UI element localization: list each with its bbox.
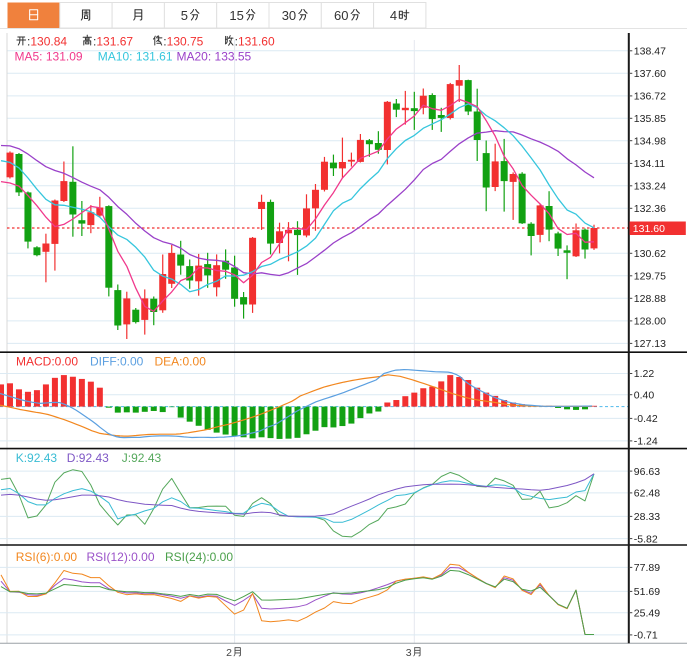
svg-text:5: 5 [181,8,188,23]
svg-text:62.48: 62.48 [634,488,660,500]
svg-text:MACD:0.00: MACD:0.00 [16,355,78,369]
svg-text:-5.82: -5.82 [634,533,658,545]
svg-text:127.13: 127.13 [634,338,666,350]
svg-text:D:92.43: D:92.43 [67,451,109,465]
svg-text:DIFF:0.00: DIFF:0.00 [90,355,144,369]
svg-text:128.88: 128.88 [634,293,666,305]
svg-text:131.60: 131.60 [633,223,665,235]
svg-text:3: 3 [406,647,412,659]
svg-text:135.85: 135.85 [634,113,666,125]
svg-text:15: 15 [229,8,243,23]
svg-text::131.67: :131.67 [93,35,133,49]
svg-text:RSI(12):0.00: RSI(12):0.00 [87,550,155,564]
svg-text:51.69: 51.69 [634,586,660,598]
svg-text:4: 4 [390,8,397,23]
svg-text:K:92.43: K:92.43 [16,451,58,465]
svg-text:134.98: 134.98 [634,135,666,147]
svg-text::130.75: :130.75 [163,35,203,49]
svg-text:130.62: 130.62 [634,248,666,260]
svg-text:1.22: 1.22 [634,368,655,380]
svg-text:0.40: 0.40 [634,389,655,401]
svg-text:136.72: 136.72 [634,91,666,103]
svg-text:128.00: 128.00 [634,316,666,328]
svg-text:RSI(24):0.00: RSI(24):0.00 [165,550,233,564]
svg-text:MA10: 131.61: MA10: 131.61 [98,50,173,64]
svg-text:-0.42: -0.42 [634,413,658,425]
svg-text:MA20: 133.55: MA20: 133.55 [177,50,252,64]
svg-text:RSI(6):0.00: RSI(6):0.00 [16,550,78,564]
svg-text:MA5: 131.09: MA5: 131.09 [15,50,83,64]
svg-text:134.11: 134.11 [634,158,665,170]
svg-text:138.47: 138.47 [634,46,666,58]
svg-text:133.24: 133.24 [634,181,666,193]
svg-text:-1.24: -1.24 [634,436,658,448]
svg-text:DEA:0.00: DEA:0.00 [155,355,207,369]
svg-text:28.33: 28.33 [634,511,660,523]
svg-text:J:92.43: J:92.43 [122,451,162,465]
svg-text:2: 2 [226,647,232,659]
svg-text:137.60: 137.60 [634,68,666,80]
svg-text:96.63: 96.63 [634,466,660,478]
svg-text:-0.71: -0.71 [634,630,658,642]
svg-text:132.36: 132.36 [634,203,666,215]
svg-text:129.75: 129.75 [634,271,666,283]
svg-text:60: 60 [334,8,348,23]
svg-text::130.84: :130.84 [27,35,67,49]
svg-text:25.49: 25.49 [634,607,660,619]
svg-text::131.60: :131.60 [235,35,275,49]
svg-text:30: 30 [282,8,296,23]
svg-text:77.89: 77.89 [634,562,660,574]
